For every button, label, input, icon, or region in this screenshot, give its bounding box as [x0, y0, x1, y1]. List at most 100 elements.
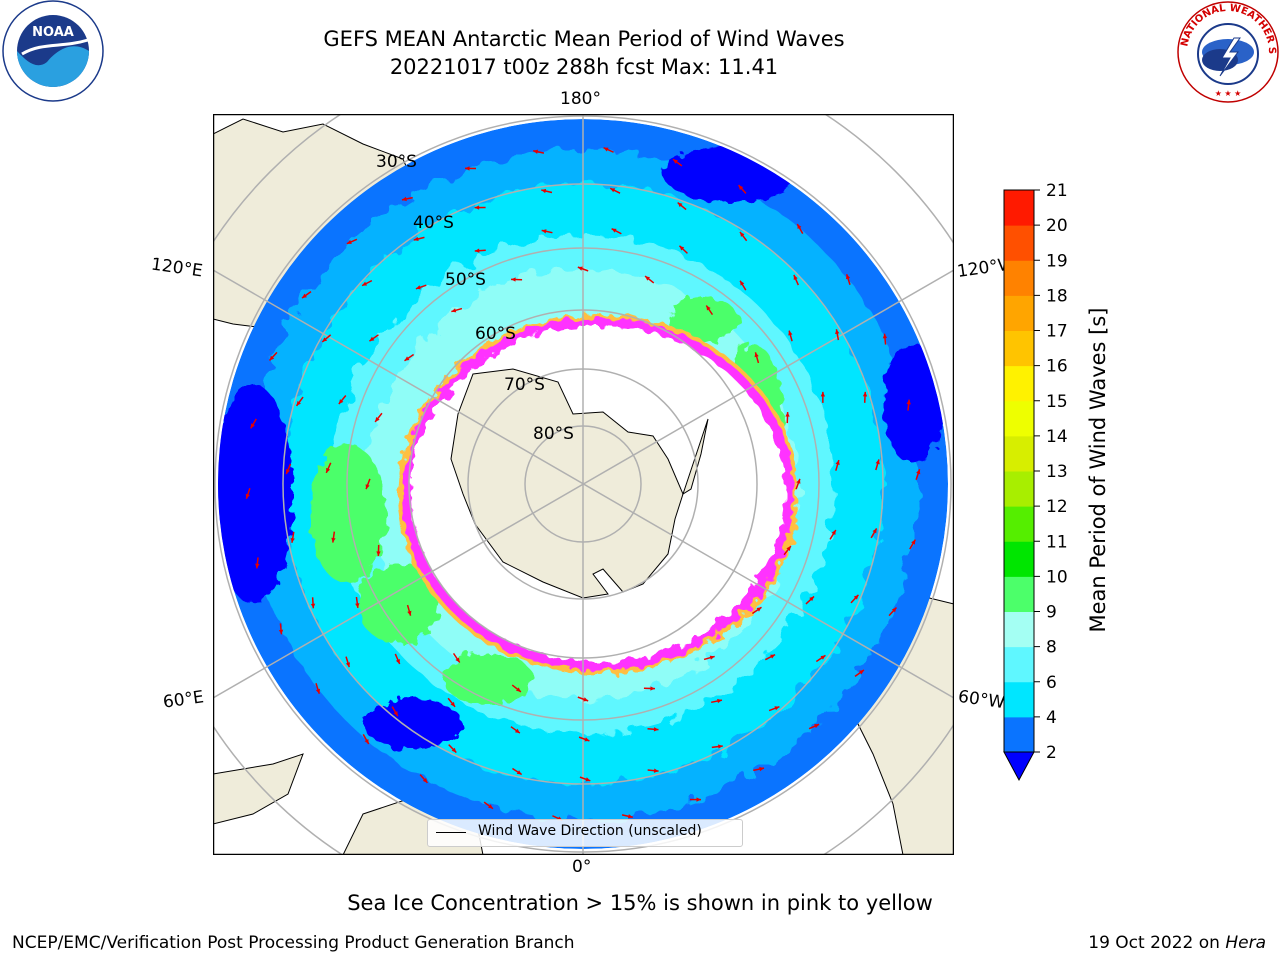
polar-stereographic-map — [212, 113, 955, 856]
wind-wave-arrow-head — [422, 778, 428, 783]
wind-wave-arrow-head — [488, 804, 493, 809]
wind-wave-arrow-head — [451, 308, 457, 313]
wind-wave-arrow-head — [820, 391, 826, 397]
wind-wave-arrow-head — [796, 478, 801, 484]
wind-wave-arrow-head — [793, 274, 798, 280]
chart-title: GEFS MEAN Antarctic Mean Period of Wind … — [323, 27, 845, 51]
wind-wave-arrow-head — [891, 607, 897, 613]
wind-wave-arrow-head — [516, 687, 521, 692]
wind-wave-arrow-head — [585, 777, 591, 782]
footer-credit: NCEP/EMC/Verification Post Processing Pr… — [12, 933, 575, 953]
wind-wave-arrow-head — [835, 329, 840, 335]
wind-wave-arrow-head — [516, 770, 522, 775]
wind-wave-arrow-head — [740, 280, 745, 286]
wind-wave-arrow-head — [786, 546, 791, 551]
colorbar-tick-label: 6 — [1046, 673, 1057, 693]
wind-wave-arrow-head — [541, 229, 547, 234]
wind-wave-arrow-head — [785, 412, 790, 417]
colorbar-tick-label: 19 — [1046, 251, 1068, 271]
colorbar-tick-label: 14 — [1046, 427, 1068, 447]
land-antarctic-peninsula — [682, 418, 709, 496]
colorbar-segment — [1004, 576, 1034, 612]
wind-wave-arrow-head — [627, 814, 633, 819]
colorbar-segment — [1004, 435, 1034, 472]
lat-label-30s: 30°S — [376, 152, 417, 172]
wind-wave-arrow-head — [345, 662, 351, 668]
colorbar-tick-label: 21 — [1046, 181, 1068, 201]
lat-label-80s: 80°S — [533, 424, 574, 444]
colorbar-segment — [1004, 716, 1034, 753]
wind-wave-arrow-head — [338, 399, 344, 405]
colorbar-segment — [1004, 541, 1034, 577]
footer-date-text: 19 Oct 2022 on — [1088, 933, 1220, 953]
lat-label-70s: 70°S — [504, 375, 545, 395]
colorbar-tick-label: 4 — [1046, 708, 1057, 728]
wind-wave-arrow-head — [738, 185, 744, 190]
wind-wave-arrow-head — [364, 738, 369, 744]
wind-wave-arrow-head — [645, 276, 650, 281]
noaa-logo-text: NOAA — [32, 25, 74, 40]
wind-wave-arrow-head — [610, 188, 616, 193]
wind-wave-arrow-head — [872, 528, 877, 534]
wind-wave-arrow-head — [718, 744, 723, 749]
wind-wave-arrow-head — [255, 563, 260, 569]
wind-wave-arrow-head — [533, 149, 539, 154]
colorbar-label: Mean Period of Wind Waves [s] — [1086, 307, 1110, 633]
wind-wave-arrow-head — [375, 417, 380, 422]
wind-wave-arrow-head — [376, 551, 381, 556]
wind-wave-arrow-head — [474, 205, 480, 210]
wind-wave-arrow-head — [584, 737, 590, 742]
wind-wave-arrow-head — [706, 305, 711, 311]
wind-wave-arrow-head — [583, 697, 589, 702]
colorbar-tick-label: 16 — [1046, 357, 1068, 377]
wind-wave-arrow-head — [577, 266, 583, 271]
colorbar-segment — [1004, 330, 1034, 367]
wind-wave-arrow-head — [326, 467, 331, 473]
wind-wave-arrow-head — [514, 728, 520, 734]
wind-wave-arrow-head — [346, 239, 352, 244]
wind-wave-arrow-head — [788, 330, 793, 336]
wind-wave-arrow-head — [611, 228, 617, 233]
wind-wave-arrow-head — [393, 711, 398, 717]
wind-wave-arrow-head — [290, 537, 295, 543]
wind-wave-arrow-head — [464, 166, 470, 171]
lon-label-180: 180° — [560, 89, 601, 109]
colorbar-tick-label: 11 — [1046, 532, 1068, 552]
wind-wave-arrow-head — [875, 459, 880, 465]
footer-host: Hera — [1225, 933, 1266, 953]
wind-wave-arrow-head — [809, 596, 815, 602]
colorbar-segment — [1004, 646, 1034, 683]
colorbar-segment — [1004, 260, 1034, 296]
nws-logo-icon: NATIONAL WEATHER SERVICE ★ ★ ★ — [1176, 0, 1279, 103]
wind-wave-arrow-head — [310, 603, 316, 609]
lat-label-40s: 40°S — [413, 213, 454, 233]
colorbar-segment — [1004, 471, 1034, 507]
wind-wave-arrow-head — [835, 460, 840, 465]
wind-wave-arrow-head — [770, 654, 776, 659]
wind-wave-arrow-head — [362, 281, 368, 286]
wind-wave-arrow-head — [853, 594, 859, 600]
wind-wave-arrow-head — [450, 701, 456, 707]
wind-wave-arrow-head — [315, 688, 321, 694]
wind-wave-arrow-head — [653, 768, 659, 773]
colorbar-segment — [1004, 611, 1034, 648]
colorbar-segment — [1004, 681, 1034, 718]
land-africa — [213, 753, 304, 825]
wind-wave-arrow-head — [365, 484, 370, 490]
colorbar-tick-label: 15 — [1046, 392, 1068, 412]
wind-wave-arrow-head — [862, 391, 868, 397]
wind-wave-arrow-head — [269, 355, 275, 361]
wind-wave-arrow-head — [679, 245, 685, 251]
colorbar-tick-label: 2 — [1046, 743, 1057, 763]
wind-wave-arrow-head — [415, 285, 421, 290]
colorbar-segment — [1004, 295, 1034, 331]
wind-wave-arrow-head — [740, 231, 745, 237]
wind-wave-arrow-head — [296, 400, 301, 406]
wind-wave-arrow-head — [404, 356, 410, 361]
lon-label-0: 0° — [572, 857, 592, 877]
colorbar: 2 4 6 8 9 10 11 12 13 14 15 16 17 18 19 20 21 — [1003, 181, 1068, 782]
wind-wave-arrows — [245, 147, 921, 821]
wind-wave-arrow-head — [401, 196, 407, 202]
colorbar-segment — [1004, 225, 1034, 261]
wind-wave-arrow-head — [653, 727, 659, 732]
